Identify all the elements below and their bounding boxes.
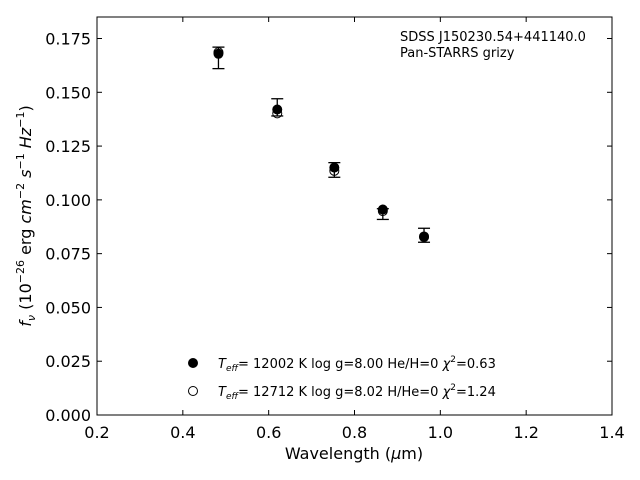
data-point-filled <box>272 104 283 115</box>
x-tick-label: 0.4 <box>170 423 195 442</box>
data-point-open <box>272 108 283 119</box>
x-tick-label: 1.4 <box>599 423 624 442</box>
series-open-markers <box>213 47 430 242</box>
object-name-annotation: SDSS J150230.54+441140.0 <box>400 30 586 45</box>
series-filled-markers <box>213 48 430 243</box>
x-tick-label: 1.2 <box>513 423 538 442</box>
y-tick-label: 0.025 <box>45 352 91 371</box>
data-point-open <box>213 47 224 58</box>
y-axis-label: fν (10−26 erg cm−2 s−1 Hz−1) <box>14 105 38 326</box>
legend: Teff= 12002 K log g=8.00 He/H=0 χ2=0.63 … <box>188 355 496 402</box>
x-axis: 0.2 0.4 0.6 0.8 1.0 1.2 1.4 <box>84 17 625 442</box>
x-tick-label: 0.2 <box>84 423 109 442</box>
x-tick-label: 0.6 <box>256 423 281 442</box>
data-point-open <box>377 206 388 217</box>
legend-entry-open: Teff= 12712 K log g=8.02 H/He=0 χ2=1.24 <box>218 383 496 402</box>
survey-annotation: Pan-STARRS grizy <box>400 46 515 61</box>
plot-frame <box>96 16 613 416</box>
legend-marker-open <box>188 386 198 396</box>
data-point-open <box>329 165 340 176</box>
y-tick-label: 0.175 <box>45 30 91 49</box>
data-point-filled <box>329 162 340 173</box>
legend-marker-filled <box>188 358 198 368</box>
x-tick-label: 0.8 <box>342 423 367 442</box>
y-tick-label: 0.150 <box>45 83 91 102</box>
data-point-open <box>419 231 430 242</box>
legend-entry-filled: Teff= 12002 K log g=8.00 He/H=0 χ2=0.63 <box>218 355 496 374</box>
error-bars <box>212 46 431 243</box>
y-tick-label: 0.050 <box>45 298 91 317</box>
x-tick-label: 1.0 <box>428 423 453 442</box>
y-tick-label: 0.125 <box>45 137 91 156</box>
y-tick-label: 0.000 <box>45 406 91 425</box>
y-tick-label: 0.100 <box>45 191 91 210</box>
x-axis-label: Wavelength (μm) <box>285 444 423 463</box>
y-tick-label: 0.075 <box>45 245 91 264</box>
y-axis: 0.000 0.025 0.050 0.075 0.100 0.125 0.150 0.175 <box>45 30 612 425</box>
